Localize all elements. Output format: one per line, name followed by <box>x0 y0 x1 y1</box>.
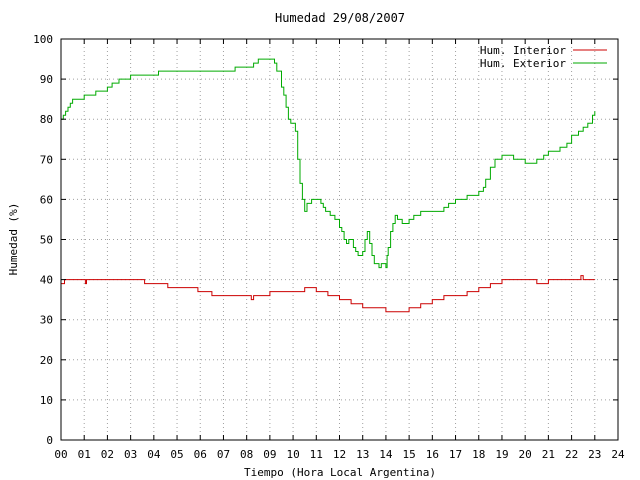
x-tick-label: 13 <box>356 448 369 461</box>
x-tick-label: 02 <box>101 448 114 461</box>
x-tick-label: 24 <box>611 448 625 461</box>
y-axis-label: Humedad (%) <box>7 203 20 276</box>
x-tick-label: 21 <box>542 448 555 461</box>
y-tick-label: 50 <box>40 234 53 247</box>
x-tick-label: 20 <box>519 448 532 461</box>
x-tick-label: 09 <box>263 448 276 461</box>
x-tick-label: 22 <box>565 448 578 461</box>
x-tick-label: 05 <box>170 448 183 461</box>
legend-label: Hum. Exterior <box>480 57 566 70</box>
x-tick-label: 10 <box>286 448 299 461</box>
legend-label: Hum. Interior <box>480 44 566 57</box>
y-tick-label: 40 <box>40 274 53 287</box>
x-tick-label: 04 <box>147 448 161 461</box>
y-tick-label: 60 <box>40 193 53 206</box>
series-line-interior <box>61 275 595 313</box>
y-tick-label: 0 <box>46 434 53 447</box>
plot-area <box>61 58 596 313</box>
y-tick-label: 10 <box>40 394 53 407</box>
x-tick-label: 08 <box>240 448 253 461</box>
series-line-exterior <box>61 58 596 269</box>
y-tick-label: 20 <box>40 354 53 367</box>
x-tick-label: 01 <box>78 448 91 461</box>
x-tick-label: 14 <box>379 448 393 461</box>
x-tick-label: 16 <box>426 448 439 461</box>
x-tick-label: 12 <box>333 448 346 461</box>
x-tick-label: 23 <box>588 448 601 461</box>
axis-ticks: 0 10 20 30 40 50 60 70 80 90 100 00 01 02 03 04 05 06 07 08… <box>33 33 625 461</box>
x-tick-label: 00 <box>54 448 67 461</box>
x-tick-label: 15 <box>403 448 416 461</box>
grid <box>61 39 618 440</box>
y-tick-label: 30 <box>40 314 53 327</box>
x-axis-label: Tiempo (Hora Local Argentina) <box>244 466 436 479</box>
x-tick-label: 03 <box>124 448 137 461</box>
y-tick-label: 100 <box>33 33 53 46</box>
x-tick-label: 07 <box>217 448 230 461</box>
x-tick-label: 19 <box>495 448 508 461</box>
y-tick-label: 90 <box>40 73 53 86</box>
x-tick-label: 17 <box>449 448 462 461</box>
x-tick-label: 18 <box>472 448 485 461</box>
x-tick-label: 11 <box>310 448 323 461</box>
y-tick-label: 70 <box>40 153 53 166</box>
chart-title: Humedad 29/08/2007 <box>275 11 405 25</box>
y-tick-label: 80 <box>40 113 53 126</box>
x-tick-label: 06 <box>194 448 207 461</box>
